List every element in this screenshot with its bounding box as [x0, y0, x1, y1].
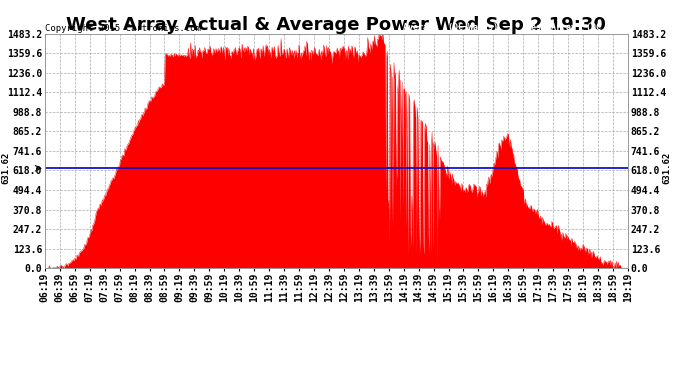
- Text: Average  (DC Watts): Average (DC Watts): [403, 22, 497, 32]
- Text: West Array  (DC Watts): West Array (DC Watts): [526, 22, 636, 32]
- Text: 631.62: 631.62: [662, 152, 671, 184]
- Text: Copyright 2015 Cartronics.com: Copyright 2015 Cartronics.com: [45, 24, 201, 33]
- Title: West Array Actual & Average Power Wed Sep 2 19:30: West Array Actual & Average Power Wed Se…: [66, 16, 607, 34]
- Text: 631.62: 631.62: [1, 152, 10, 184]
